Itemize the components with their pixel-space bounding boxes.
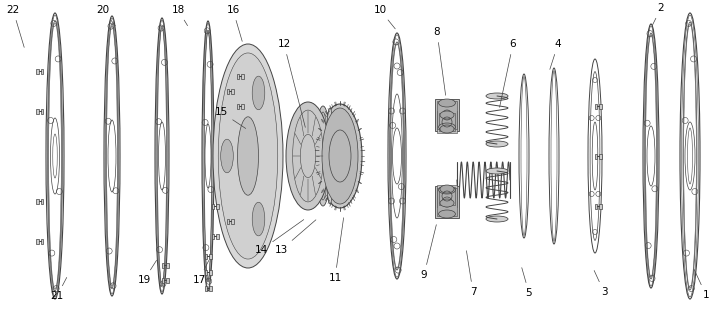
Bar xyxy=(231,89,233,94)
Bar xyxy=(216,203,218,208)
Bar xyxy=(599,104,601,109)
Bar xyxy=(204,253,207,259)
Bar xyxy=(36,109,39,114)
Bar xyxy=(595,154,597,158)
Ellipse shape xyxy=(213,44,283,268)
Bar xyxy=(36,69,39,74)
Bar xyxy=(209,270,212,275)
Text: 14: 14 xyxy=(254,220,304,255)
Ellipse shape xyxy=(438,123,455,131)
Bar xyxy=(209,285,212,290)
Ellipse shape xyxy=(315,106,331,206)
Bar xyxy=(166,262,168,267)
Text: 11: 11 xyxy=(328,218,343,283)
Bar xyxy=(212,203,214,208)
Bar xyxy=(241,104,243,109)
Bar xyxy=(599,154,601,158)
Text: 18: 18 xyxy=(171,5,187,26)
Bar xyxy=(241,74,243,79)
Text: 12: 12 xyxy=(277,39,305,127)
Bar xyxy=(161,262,164,267)
Text: 7: 7 xyxy=(467,251,477,297)
Bar xyxy=(209,253,212,259)
Text: 8: 8 xyxy=(433,27,446,95)
Ellipse shape xyxy=(252,76,265,110)
Bar xyxy=(439,113,455,131)
Bar xyxy=(227,89,229,94)
Bar xyxy=(41,198,43,203)
Bar xyxy=(437,111,457,133)
Ellipse shape xyxy=(486,216,508,222)
Text: 1: 1 xyxy=(694,270,709,300)
Bar xyxy=(166,277,168,282)
Bar xyxy=(41,69,43,74)
Ellipse shape xyxy=(486,93,508,99)
Text: 2: 2 xyxy=(652,3,665,26)
Bar xyxy=(595,203,597,208)
Ellipse shape xyxy=(438,99,455,107)
Text: 20: 20 xyxy=(96,5,115,26)
Bar xyxy=(236,104,239,109)
Ellipse shape xyxy=(318,104,362,208)
Text: 21: 21 xyxy=(50,277,67,301)
Ellipse shape xyxy=(322,108,358,204)
Text: 4: 4 xyxy=(550,39,562,69)
Ellipse shape xyxy=(440,199,454,207)
Text: 13: 13 xyxy=(274,220,316,255)
Text: 15: 15 xyxy=(215,107,246,129)
Bar xyxy=(595,104,597,109)
Bar xyxy=(216,233,218,238)
Text: 6: 6 xyxy=(500,39,516,107)
Bar xyxy=(41,109,43,114)
Bar xyxy=(599,203,601,208)
Bar xyxy=(204,285,207,290)
Ellipse shape xyxy=(221,139,233,173)
Bar xyxy=(439,187,455,205)
Bar xyxy=(437,101,457,129)
Bar xyxy=(161,277,164,282)
Bar xyxy=(41,238,43,243)
Text: 16: 16 xyxy=(226,5,242,41)
Bar xyxy=(36,198,39,203)
Ellipse shape xyxy=(318,112,328,200)
Ellipse shape xyxy=(440,185,454,193)
Bar xyxy=(36,238,39,243)
Text: 22: 22 xyxy=(6,5,24,47)
Ellipse shape xyxy=(438,210,455,218)
Ellipse shape xyxy=(440,111,454,119)
Bar xyxy=(212,233,214,238)
Bar xyxy=(435,99,459,131)
Text: 9: 9 xyxy=(420,225,436,280)
Ellipse shape xyxy=(252,202,265,236)
Text: 10: 10 xyxy=(374,5,395,29)
Ellipse shape xyxy=(326,108,334,204)
Bar xyxy=(435,186,459,218)
Text: 5: 5 xyxy=(522,268,532,298)
Bar xyxy=(231,218,233,223)
Ellipse shape xyxy=(438,186,455,194)
Bar xyxy=(204,270,207,275)
Ellipse shape xyxy=(486,168,508,174)
Ellipse shape xyxy=(218,53,278,259)
Text: 19: 19 xyxy=(138,260,156,285)
Bar xyxy=(236,74,239,79)
Ellipse shape xyxy=(440,125,454,133)
Ellipse shape xyxy=(486,141,508,147)
Bar xyxy=(437,188,457,216)
Bar xyxy=(227,218,229,223)
Text: 17: 17 xyxy=(192,261,209,285)
Bar xyxy=(437,185,457,207)
Text: 3: 3 xyxy=(594,271,607,297)
Ellipse shape xyxy=(286,102,330,210)
Ellipse shape xyxy=(238,117,258,195)
